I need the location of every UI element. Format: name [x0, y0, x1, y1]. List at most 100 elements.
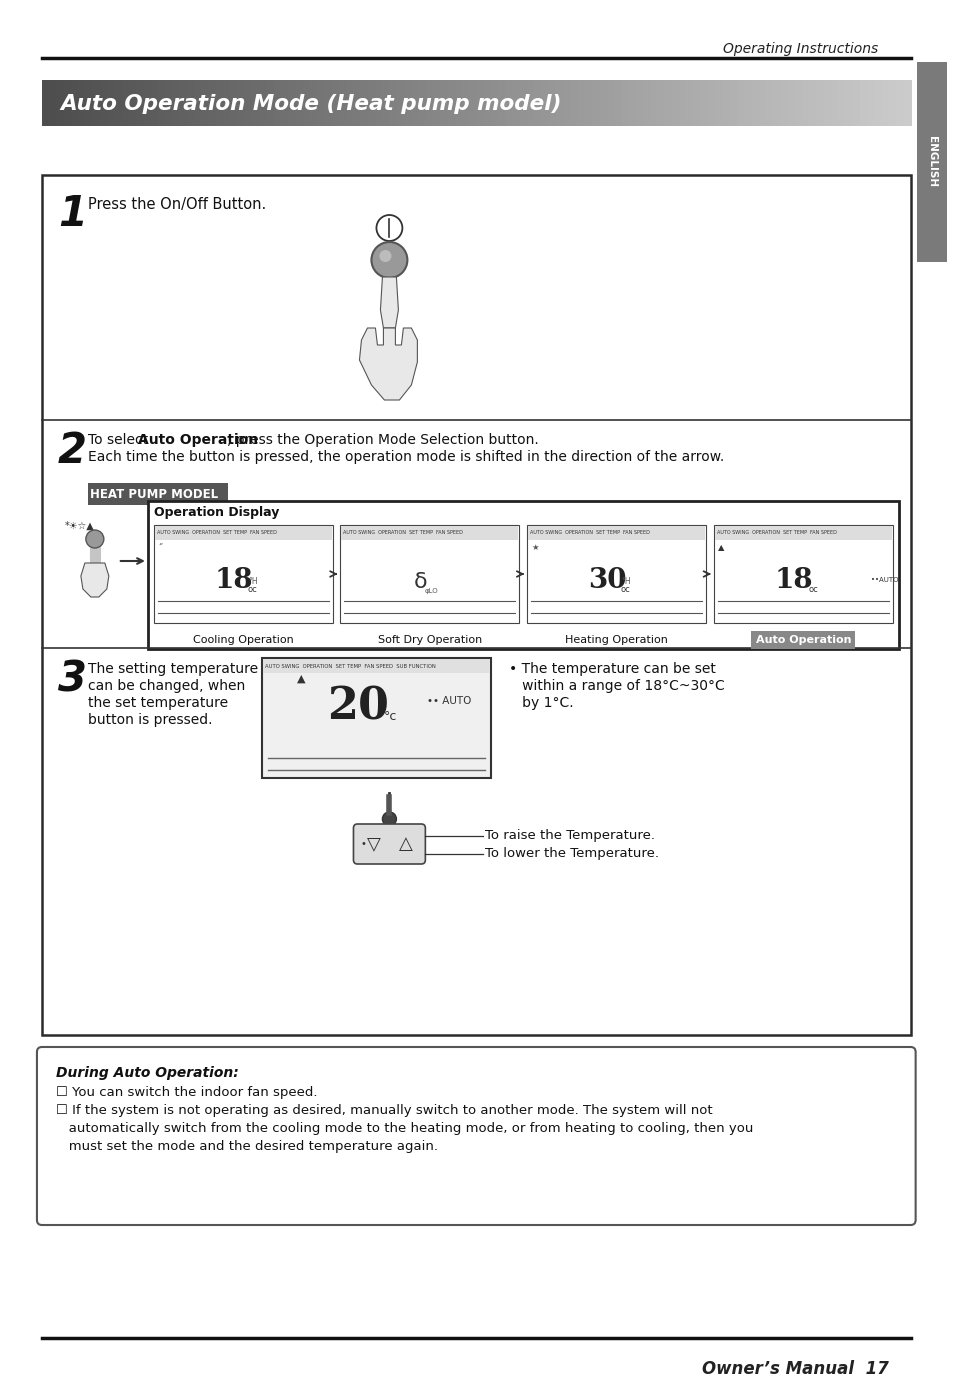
Text: Press the On/Off Button.: Press the On/Off Button.: [88, 197, 266, 211]
Text: the set temperature: the set temperature: [88, 696, 228, 710]
Bar: [526, 80, 536, 126]
Text: °H: °H: [621, 577, 631, 587]
Bar: [715, 80, 723, 126]
Text: °c: °c: [384, 710, 397, 722]
Bar: [693, 80, 701, 126]
Bar: [418, 80, 427, 126]
Bar: [570, 80, 578, 126]
Bar: [606, 80, 615, 126]
Bar: [262, 659, 490, 673]
Text: ☐ You can switch the indoor fan speed.: ☐ You can switch the indoor fan speed.: [56, 1086, 317, 1099]
Text: Operating Instructions: Operating Instructions: [722, 42, 878, 56]
Bar: [902, 80, 911, 126]
Text: °H: °H: [248, 577, 257, 587]
Text: φLO: φLO: [424, 588, 438, 594]
Bar: [751, 631, 854, 650]
Text: 3: 3: [58, 658, 87, 700]
Bar: [584, 80, 593, 126]
Bar: [512, 80, 520, 126]
Bar: [439, 80, 448, 126]
Bar: [259, 80, 268, 126]
Bar: [866, 80, 875, 126]
Bar: [360, 80, 369, 126]
Text: To raise the Temperature.: To raise the Temperature.: [485, 829, 655, 843]
Bar: [620, 80, 629, 126]
Text: Auto Operation Mode (Heat pump model): Auto Operation Mode (Heat pump model): [60, 94, 560, 113]
Bar: [454, 80, 463, 126]
Text: ★: ★: [531, 543, 538, 552]
Bar: [316, 80, 325, 126]
Bar: [528, 526, 704, 540]
Circle shape: [371, 242, 407, 279]
Text: ☐ If the system is not operating as desired, manually switch to another mode. Th: ☐ If the system is not operating as desi…: [56, 1105, 712, 1117]
Bar: [88, 483, 228, 505]
Bar: [280, 80, 290, 126]
Bar: [628, 80, 637, 126]
Bar: [64, 80, 72, 126]
Text: HEAT PUMP MODEL: HEAT PUMP MODEL: [90, 487, 218, 501]
Text: •: •: [360, 839, 366, 848]
Text: 2: 2: [58, 430, 87, 472]
Bar: [895, 80, 904, 126]
Bar: [758, 80, 766, 126]
Bar: [353, 80, 361, 126]
Bar: [288, 80, 296, 126]
Bar: [671, 80, 679, 126]
Text: To lower the Temperature.: To lower the Temperature.: [485, 847, 659, 861]
Bar: [208, 80, 217, 126]
Text: ▽: ▽: [366, 834, 380, 853]
Bar: [266, 80, 274, 126]
Bar: [56, 80, 65, 126]
Bar: [497, 80, 506, 126]
Circle shape: [86, 531, 104, 547]
Bar: [685, 80, 694, 126]
Bar: [324, 80, 333, 126]
Bar: [42, 175, 910, 1035]
Bar: [505, 80, 514, 126]
Bar: [100, 80, 109, 126]
Bar: [541, 80, 550, 126]
Bar: [411, 80, 419, 126]
Bar: [346, 80, 355, 126]
Bar: [772, 80, 781, 126]
Bar: [172, 80, 181, 126]
Bar: [223, 80, 232, 126]
Bar: [165, 80, 173, 126]
Text: To select: To select: [88, 433, 152, 447]
Text: δ: δ: [414, 571, 427, 591]
Bar: [143, 80, 152, 126]
Bar: [598, 80, 607, 126]
Bar: [519, 80, 528, 126]
Bar: [534, 80, 542, 126]
Bar: [729, 80, 738, 126]
Bar: [613, 80, 622, 126]
Text: AUTO SWING  OPERATION  SET TEMP  FAN SPEED  SUB FUNCTION: AUTO SWING OPERATION SET TEMP FAN SPEED …: [264, 664, 435, 669]
Bar: [78, 80, 87, 126]
Bar: [295, 80, 304, 126]
FancyBboxPatch shape: [37, 1047, 915, 1225]
Bar: [490, 80, 499, 126]
Bar: [881, 80, 889, 126]
Bar: [331, 80, 340, 126]
Bar: [179, 80, 188, 126]
Text: , press the Operation Mode Selection button.: , press the Operation Mode Selection but…: [227, 433, 537, 447]
Bar: [830, 80, 839, 126]
Bar: [700, 80, 709, 126]
Bar: [230, 80, 238, 126]
Bar: [154, 526, 331, 540]
Bar: [794, 80, 802, 126]
Text: AUTO SWING  OPERATION  SET TEMP  FAN SPEED: AUTO SWING OPERATION SET TEMP FAN SPEED: [156, 531, 276, 535]
Bar: [382, 80, 391, 126]
Text: Auto Operation: Auto Operation: [755, 636, 850, 645]
Bar: [801, 80, 810, 126]
Bar: [341, 526, 517, 540]
Bar: [635, 80, 643, 126]
Bar: [375, 80, 383, 126]
Bar: [148, 501, 898, 650]
Text: 30: 30: [588, 567, 626, 595]
Bar: [433, 80, 441, 126]
Text: button is pressed.: button is pressed.: [88, 713, 213, 727]
Bar: [556, 80, 564, 126]
Text: ▲: ▲: [297, 673, 306, 685]
Bar: [483, 80, 492, 126]
